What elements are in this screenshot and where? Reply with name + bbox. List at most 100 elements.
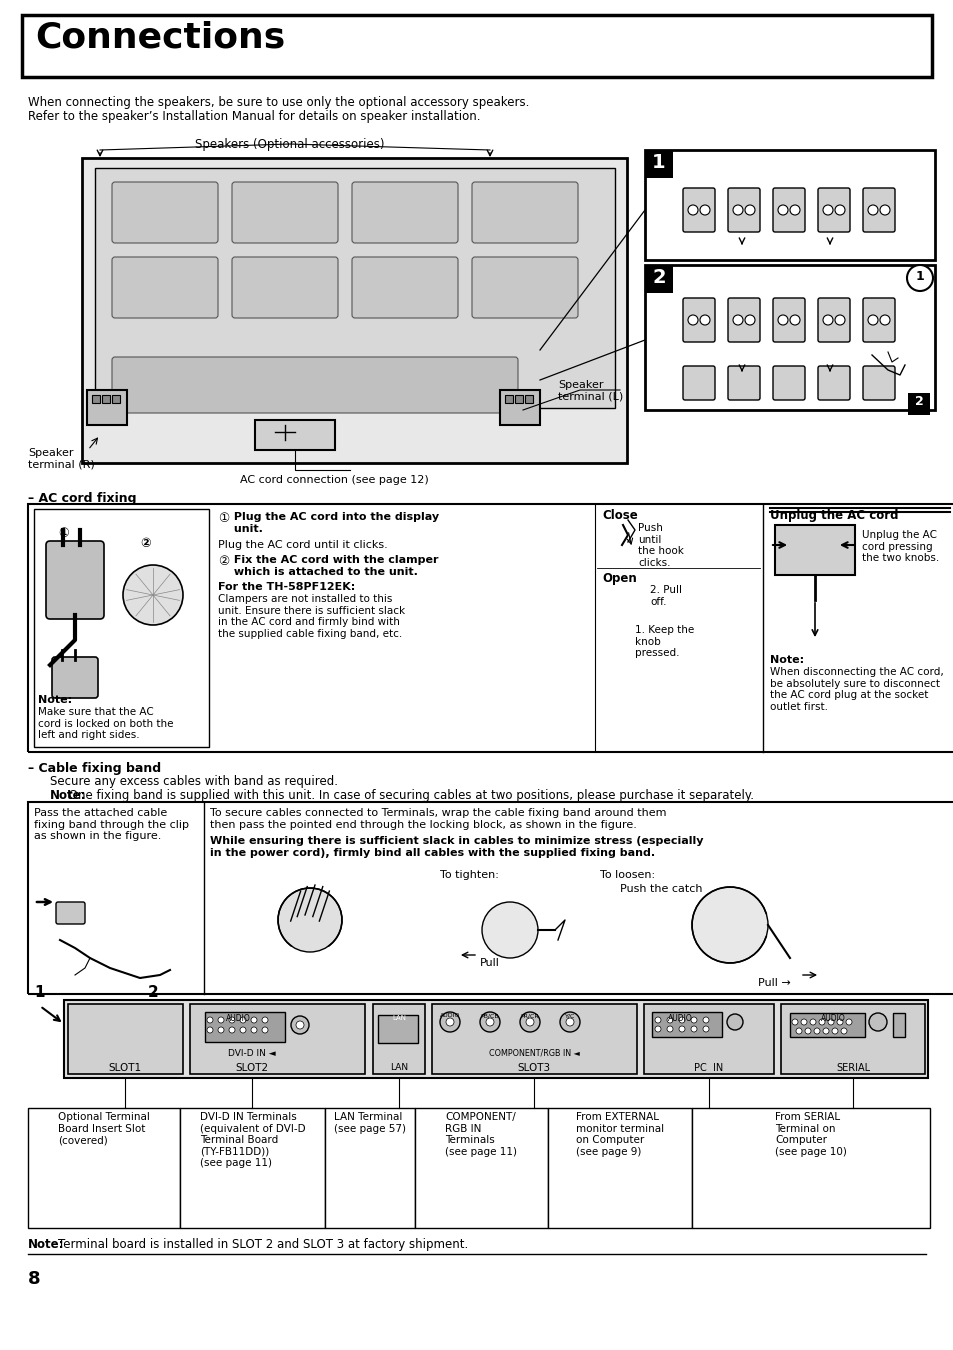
Circle shape <box>841 1027 846 1034</box>
Text: AUDIO: AUDIO <box>667 1014 692 1023</box>
FancyBboxPatch shape <box>352 256 457 319</box>
Text: DVI-D IN Terminals
(equivalent of DVI-D
Terminal Board
(TY-FB11DD))
(see page 11: DVI-D IN Terminals (equivalent of DVI-D … <box>199 1112 305 1168</box>
FancyBboxPatch shape <box>862 298 894 342</box>
Bar <box>774 525 854 575</box>
FancyBboxPatch shape <box>112 356 517 413</box>
Bar <box>524 396 533 404</box>
Circle shape <box>834 315 844 325</box>
Circle shape <box>702 1017 708 1023</box>
Text: COMPONENT/
RGB IN
Terminals
(see page 11): COMPONENT/ RGB IN Terminals (see page 11… <box>445 1112 517 1157</box>
Bar <box>691 1108 929 1228</box>
Text: AUDIO: AUDIO <box>439 1012 459 1018</box>
Bar <box>504 396 513 404</box>
Text: Make sure that the AC
cord is locked on both the
left and right sides.: Make sure that the AC cord is locked on … <box>38 707 173 740</box>
FancyBboxPatch shape <box>472 182 578 243</box>
Circle shape <box>836 1019 842 1025</box>
Text: When disconnecting the AC cord,
be absolutely sure to disconnect
the AC cord plu: When disconnecting the AC cord, be absol… <box>769 667 943 711</box>
Circle shape <box>251 1017 256 1023</box>
FancyBboxPatch shape <box>682 366 714 400</box>
Circle shape <box>791 1019 797 1025</box>
Text: Push the catch: Push the catch <box>619 884 701 894</box>
Text: Unplug the AC cord: Unplug the AC cord <box>769 509 898 522</box>
Circle shape <box>778 315 787 325</box>
Bar <box>91 396 100 404</box>
Text: Note:: Note: <box>28 1238 65 1251</box>
Text: Unplug the AC
cord pressing
the two knobs.: Unplug the AC cord pressing the two knob… <box>862 531 939 563</box>
Text: For the TH-58PF12EK:: For the TH-58PF12EK: <box>218 582 355 593</box>
Text: 1: 1 <box>34 986 45 1000</box>
Text: LAN: LAN <box>392 1015 406 1021</box>
Circle shape <box>809 1019 815 1025</box>
Circle shape <box>795 1027 801 1034</box>
FancyBboxPatch shape <box>112 182 218 243</box>
Text: COMPONENT/RGB IN ◄: COMPONENT/RGB IN ◄ <box>488 1049 578 1058</box>
Circle shape <box>519 1012 539 1031</box>
Bar <box>82 158 626 463</box>
Bar <box>325 1108 415 1228</box>
Text: Pass the attached cable
fixing band through the clip
as shown in the figure.: Pass the attached cable fixing band thro… <box>34 809 189 841</box>
Text: Optional Terminal
Board Insert Slot
(covered): Optional Terminal Board Insert Slot (cov… <box>58 1112 150 1145</box>
FancyBboxPatch shape <box>727 188 760 232</box>
Bar <box>892 1012 904 1037</box>
FancyBboxPatch shape <box>862 188 894 232</box>
Text: 1: 1 <box>652 153 665 171</box>
Bar <box>68 1004 183 1075</box>
Text: PR/CR: PR/CR <box>520 1012 538 1018</box>
Bar <box>95 167 615 408</box>
Circle shape <box>679 1017 684 1023</box>
FancyBboxPatch shape <box>862 366 894 400</box>
FancyBboxPatch shape <box>682 188 714 232</box>
Circle shape <box>744 315 754 325</box>
Circle shape <box>655 1017 660 1023</box>
FancyBboxPatch shape <box>817 188 849 232</box>
Circle shape <box>906 265 932 292</box>
Circle shape <box>565 1018 574 1026</box>
Bar <box>415 1108 547 1228</box>
Circle shape <box>240 1017 246 1023</box>
Text: DVI-D IN ◄: DVI-D IN ◄ <box>228 1049 275 1058</box>
Circle shape <box>666 1026 672 1031</box>
FancyBboxPatch shape <box>472 256 578 319</box>
Circle shape <box>818 1019 824 1025</box>
Text: 1: 1 <box>915 270 923 284</box>
Text: One fixing band is supplied with this unit. In case of securing cables at two po: One fixing band is supplied with this un… <box>50 788 753 802</box>
Circle shape <box>732 205 742 215</box>
FancyBboxPatch shape <box>727 298 760 342</box>
Bar <box>112 396 120 404</box>
Circle shape <box>277 888 341 952</box>
FancyBboxPatch shape <box>232 182 337 243</box>
Bar <box>781 1004 924 1075</box>
Bar <box>64 1000 927 1079</box>
Bar <box>432 1004 637 1075</box>
Circle shape <box>655 1026 660 1031</box>
Text: ①: ① <box>218 512 229 525</box>
Circle shape <box>691 887 767 963</box>
Circle shape <box>446 1018 454 1026</box>
Circle shape <box>702 1026 708 1031</box>
Circle shape <box>822 205 832 215</box>
Circle shape <box>726 1014 742 1030</box>
Circle shape <box>229 1027 234 1033</box>
Bar <box>22 15 931 77</box>
Circle shape <box>218 1027 224 1033</box>
Bar <box>373 1004 424 1075</box>
Circle shape <box>827 1019 833 1025</box>
Text: Clampers are not installed to this
unit. Ensure there is sufficient slack
in the: Clampers are not installed to this unit.… <box>218 594 405 639</box>
Bar <box>190 1004 365 1075</box>
Text: LAN: LAN <box>390 1062 408 1072</box>
Text: Pull: Pull <box>479 958 499 968</box>
FancyBboxPatch shape <box>352 182 457 243</box>
Circle shape <box>867 205 877 215</box>
Text: To secure cables connected to Terminals, wrap the cable fixing band around them
: To secure cables connected to Terminals,… <box>210 809 666 830</box>
Bar <box>28 1108 180 1228</box>
FancyBboxPatch shape <box>772 188 804 232</box>
FancyBboxPatch shape <box>772 298 804 342</box>
Text: 2. Pull
off.: 2. Pull off. <box>649 585 681 606</box>
Circle shape <box>251 1027 256 1033</box>
Circle shape <box>687 315 698 325</box>
Text: AUDIO: AUDIO <box>820 1014 844 1023</box>
Text: Note:: Note: <box>38 695 72 705</box>
Text: SLOT3: SLOT3 <box>517 1062 550 1073</box>
Text: Speaker
terminal (L): Speaker terminal (L) <box>558 379 622 401</box>
Circle shape <box>439 1012 459 1031</box>
